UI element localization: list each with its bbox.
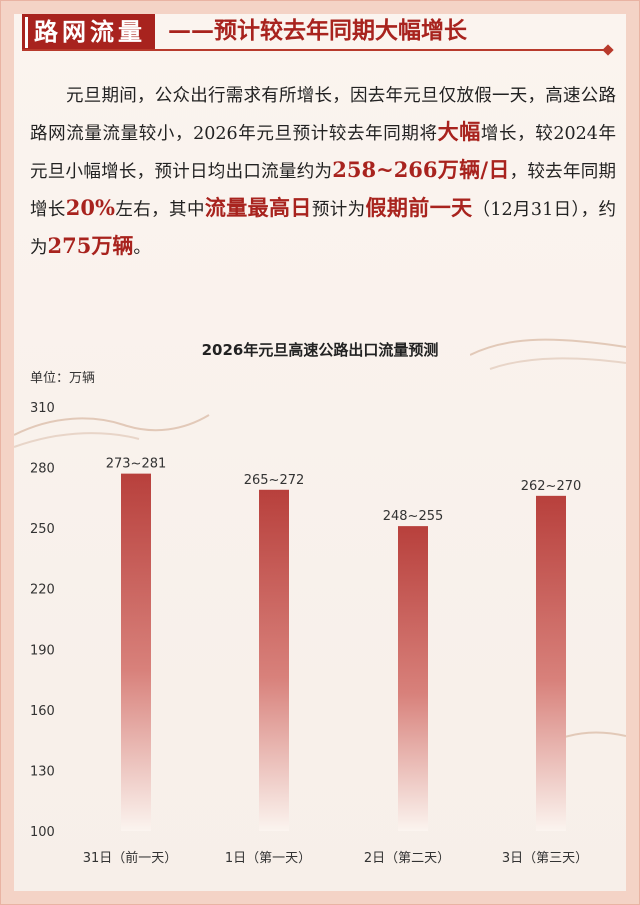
y-tick-label: 220	[30, 583, 55, 598]
data-label: 248~255	[383, 509, 444, 524]
bar	[398, 526, 428, 831]
bar	[121, 473, 151, 831]
data-label: 262~270	[521, 479, 582, 494]
section-tag: 路网流量	[22, 14, 155, 51]
x-category-label: 2日（第二天）	[364, 851, 450, 866]
para-text: 预计为	[311, 200, 366, 220]
y-tick-label: 310	[30, 401, 55, 416]
para-text: 增长，较2024年元旦小幅增长，预计日均出口流量约为	[30, 124, 616, 182]
para-text: 元旦期间，公众出行需求有所增长，因去年元旦仅放假一天，高速公路路网流量流量较小，…	[30, 86, 616, 144]
unit-label: 单位：万辆	[30, 371, 95, 386]
x-category-label: 1日（第一天）	[225, 851, 311, 866]
para-text: ，较去年同期增长	[30, 162, 617, 220]
para-text: 。	[133, 238, 151, 258]
data-label: 273~281	[106, 457, 167, 472]
bars-group: 273~281 265~272 248~255 262~270	[106, 457, 582, 831]
chart-title: 2026年元旦高速公路出口流量预测	[202, 341, 439, 359]
y-axis: 100 130 160 190 220 250 280 310	[30, 401, 55, 840]
para-text: 左右，其中	[114, 200, 205, 220]
para-highlight: 275万辆	[47, 233, 134, 258]
x-category-label: 3日（第三天）	[502, 851, 588, 866]
para-highlight: 大幅	[437, 119, 481, 144]
data-label: 265~272	[244, 473, 305, 488]
intro-paragraph: 元旦期间，公众出行需求有所增长，因去年元旦仅放假一天，高速公路路网流量流量较小，…	[30, 78, 616, 266]
y-tick-label: 250	[30, 522, 55, 537]
bar	[259, 489, 289, 831]
para-highlight: 假期前一天	[365, 195, 473, 220]
header-divider	[22, 49, 606, 51]
y-tick-label: 280	[30, 462, 55, 477]
para-highlight: 流量最高日	[204, 195, 312, 220]
y-tick-label: 160	[30, 704, 55, 719]
para-text: （12月31日），约为	[30, 200, 617, 258]
y-tick-label: 130	[30, 764, 55, 779]
para-highlight: 20%	[65, 195, 115, 220]
bar	[536, 495, 566, 831]
x-axis: 31日（前一天） 1日（第一天） 2日（第二天） 3日（第三天）	[83, 850, 588, 866]
x-category-label: 31日（前一天）	[83, 850, 178, 866]
para-highlight: 258~266万辆/日	[332, 157, 510, 182]
y-tick-label: 100	[30, 825, 55, 840]
section-subtitle: ——预计较去年同期大幅增长	[168, 17, 467, 44]
y-tick-label: 190	[30, 643, 55, 658]
